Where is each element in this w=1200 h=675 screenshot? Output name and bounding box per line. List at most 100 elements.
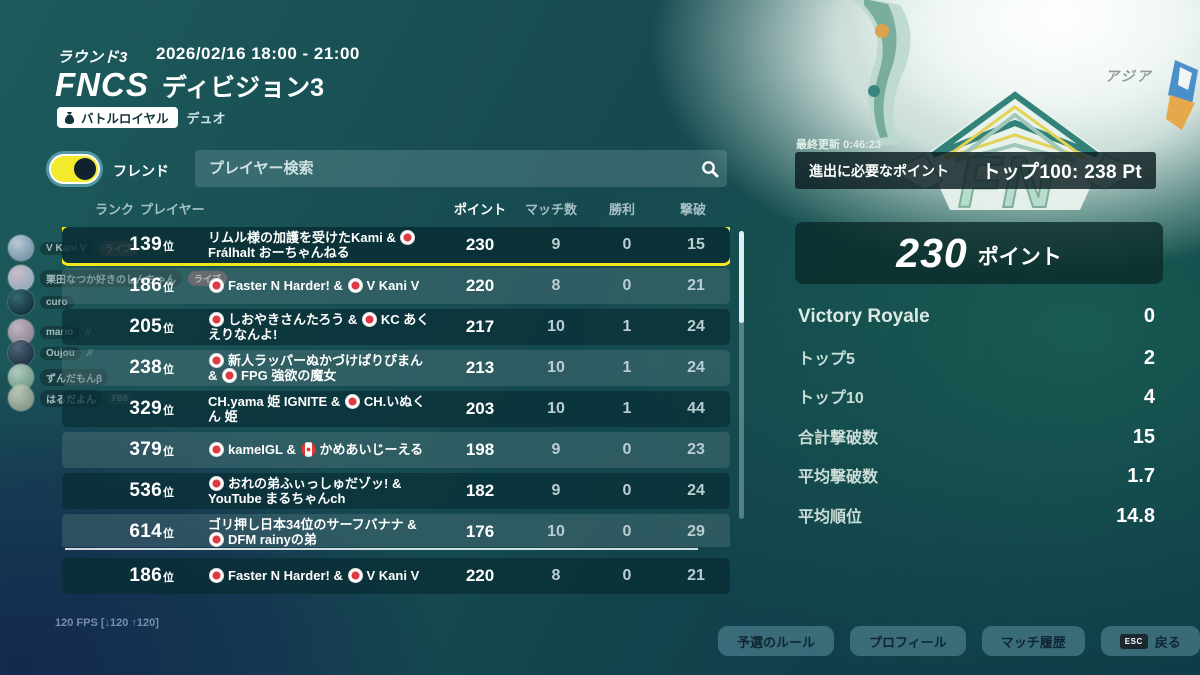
- column-header-points[interactable]: ポイント: [453, 202, 507, 217]
- stat-row: 平均撃破数 1.7: [798, 463, 1155, 503]
- rank-number: 139: [129, 234, 162, 255]
- rank-suffix: 位: [163, 364, 174, 376]
- points-cell: 220: [465, 566, 495, 585]
- points-cell: 176: [465, 522, 495, 541]
- player-search-input[interactable]: [195, 160, 693, 177]
- points-cell: 213: [465, 358, 495, 377]
- points-cell: 203: [465, 399, 495, 418]
- leaderboard-rows: 139位 リムル様の加護を受けたKami & Frálhalt おーちゃんねる …: [62, 227, 730, 547]
- table-row[interactable]: 329位 CH.yama 姫 IGNITE & CH.いぬくん 姫 203 10…: [62, 391, 730, 427]
- avatar[interactable]: [8, 340, 34, 366]
- elims-cell: 23: [687, 441, 705, 458]
- table-row[interactable]: 205位 しおやきさんたろう & KC あくえりなんよ! 217 10 1 24: [62, 309, 730, 345]
- elims-cell: 24: [687, 318, 705, 335]
- elims-cell: 44: [687, 400, 705, 417]
- flag-jp-icon: [209, 311, 224, 327]
- search-icon[interactable]: [693, 160, 727, 178]
- my-points-value: 230: [896, 229, 968, 276]
- table-row[interactable]: 238位 新人ラッパーぬかづけぱりぴまん & FPG 強欲の魔女 213 10 …: [62, 350, 730, 386]
- rank-suffix: 位: [163, 528, 174, 540]
- team-names: CH.yama 姫 IGNITE & CH.いぬくん 姫: [208, 393, 426, 424]
- page-title: FNCS ディビジョン3: [55, 66, 324, 104]
- rank-suffix: 位: [163, 241, 174, 253]
- rank-cell: 536位: [62, 480, 180, 502]
- table-row[interactable]: 614位 ゴリ押し日本34位のサーフバナナ & DFM rainyの弟 176 …: [62, 514, 730, 547]
- friends-toggle[interactable]: [51, 156, 98, 182]
- column-header-elims[interactable]: 撃破: [679, 202, 707, 217]
- elims-cell: 21: [687, 567, 705, 584]
- team-names: リムル様の加護を受けたKami & Frálhalt おーちゃんねる: [180, 229, 440, 261]
- friends-toggle-label: フレンド: [113, 163, 169, 179]
- flag-jp-icon: [347, 568, 363, 584]
- points-cell: 217: [465, 317, 495, 336]
- mode-sub-label: デュオ: [186, 111, 226, 126]
- friend-name: Oujou: [40, 346, 81, 360]
- footer-button[interactable]: 予選のルール: [718, 626, 835, 656]
- footer-button-label: 予選のルール: [737, 634, 816, 650]
- points-cell: 182: [465, 481, 495, 500]
- avatar[interactable]: [8, 289, 34, 315]
- team-names: しおやきさんたろう & KC あくえりなんよ!: [208, 311, 430, 342]
- wins-cell: 1: [622, 359, 632, 376]
- rank-cell: 186位: [62, 565, 180, 587]
- flag-ca-icon: [300, 442, 316, 458]
- leaderboard-scrollbar[interactable]: [739, 231, 744, 519]
- rank-cell: 238位: [62, 357, 180, 379]
- avatar[interactable]: [8, 235, 34, 261]
- back-button[interactable]: ESC 戻る: [1100, 626, 1200, 656]
- friend-list-item[interactable]: 栗田なつか好きのしんちゃん ライブ: [8, 265, 228, 291]
- scrollbar-thumb[interactable]: [739, 231, 744, 323]
- friend-list-item[interactable]: ずんだもんβ: [8, 364, 109, 390]
- footer-button[interactable]: プロフィール: [850, 626, 966, 656]
- wins-cell: 0: [622, 441, 632, 458]
- matches-cell: 8: [551, 567, 561, 584]
- avatar[interactable]: [8, 265, 34, 291]
- qualify-label: 進出に必要なポイント: [809, 162, 949, 179]
- friend-status-icon: //: [86, 348, 92, 358]
- table-row[interactable]: 186位 Faster N Harder! & V Kani V 220 8 0…: [62, 558, 730, 594]
- stat-value: 15: [1132, 425, 1155, 448]
- flag-jp-icon: [209, 442, 224, 458]
- stat-row: トップ10 4: [798, 384, 1155, 424]
- rank-cell: 329位: [62, 398, 180, 420]
- column-header-matches[interactable]: マッチ数: [524, 202, 578, 217]
- matches-cell: 10: [547, 400, 565, 417]
- qualify-requirement-bar: 進出に必要なポイント トップ100: 238 Pt: [795, 152, 1156, 189]
- friend-list-item[interactable]: Oujou //: [8, 340, 92, 366]
- table-row[interactable]: 379位 kameIGL & かめあいじーえる 198 9 0 23: [62, 432, 730, 468]
- moneybag-icon: [64, 111, 75, 124]
- wins-cell: 0: [622, 523, 632, 540]
- friend-list-item[interactable]: curo: [8, 289, 74, 315]
- table-row[interactable]: 186位 Faster N Harder! & V Kani V 220 8 0…: [62, 268, 730, 304]
- footer-button-label: プロフィール: [869, 634, 947, 650]
- friend-name: ずんだもんβ: [40, 368, 109, 386]
- elims-cell: 15: [687, 236, 705, 253]
- stat-row: トップ5 2: [798, 345, 1155, 385]
- stat-value: 0: [1143, 305, 1155, 327]
- wins-cell: 0: [622, 277, 632, 294]
- matches-cell: 9: [551, 441, 561, 458]
- rank-number: 536: [129, 480, 162, 501]
- column-header-wins[interactable]: 勝利: [608, 202, 636, 217]
- points-cell: 230: [465, 235, 495, 254]
- wins-cell: 0: [622, 236, 632, 253]
- stat-label: 合計撃破数: [798, 429, 879, 447]
- stat-label: トップ10: [798, 390, 864, 407]
- team-names: 新人ラッパーぬかづけぱりぴまん & FPG 強欲の魔女: [208, 352, 424, 383]
- flag-jp-icon: [361, 311, 377, 327]
- avatar[interactable]: [8, 385, 34, 411]
- pinned-own-row-host: 186位 Faster N Harder! & V Kani V 220 8 0…: [62, 558, 730, 599]
- flag-jp-icon: [209, 278, 224, 294]
- flag-jp-icon: [209, 532, 224, 547]
- stat-value: 4: [1143, 386, 1155, 408]
- footer-button[interactable]: マッチ履歴: [981, 626, 1085, 656]
- flag-jp-icon: [344, 393, 360, 409]
- rank-suffix: 位: [163, 323, 174, 335]
- last-updated-label: 最終更新: [796, 139, 840, 151]
- matches-cell: 9: [551, 482, 561, 499]
- table-row[interactable]: 139位 リムル様の加護を受けたKami & Frálhalt おーちゃんねる …: [62, 227, 730, 263]
- table-row[interactable]: 536位 おれの弟ふぃっしゅだゾッ! & YouTube まるちゃんch 182…: [62, 473, 730, 509]
- rank-cell: 379位: [62, 439, 180, 461]
- footer-button-label: マッチ履歴: [1000, 634, 1066, 650]
- elims-cell: 24: [687, 482, 705, 499]
